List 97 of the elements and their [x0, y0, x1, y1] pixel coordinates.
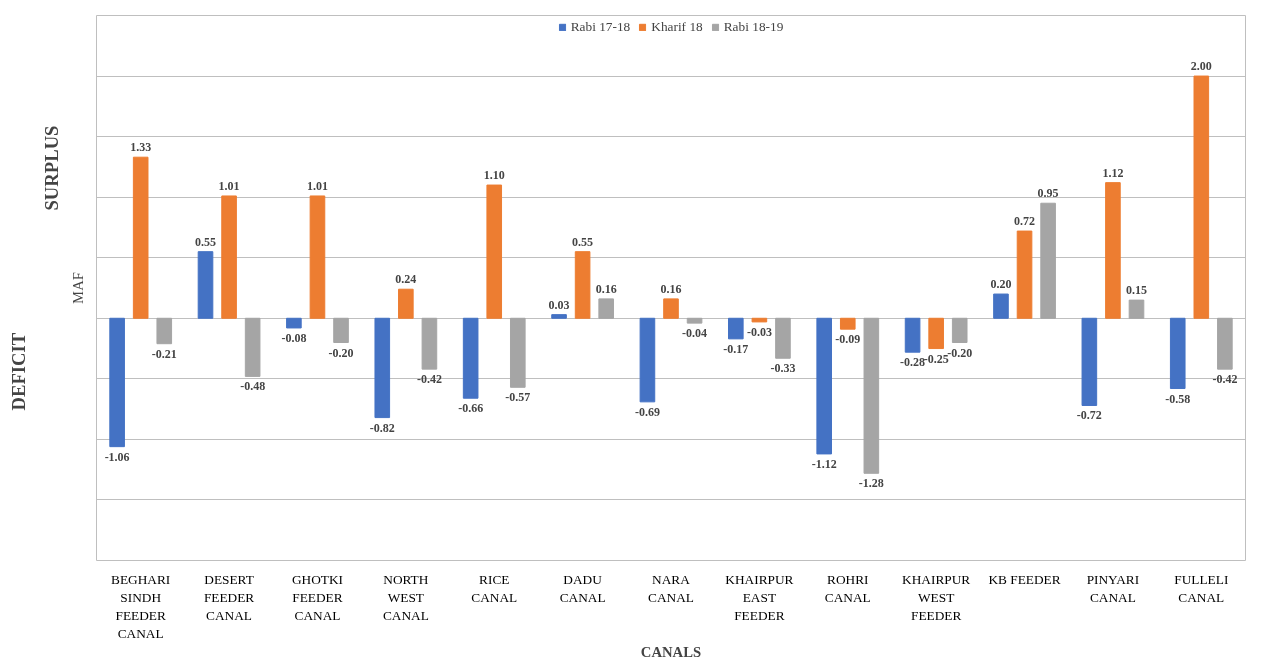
data-label: -0.82 [369, 420, 395, 435]
x-tick-label: NORTH WEST CANAL [382, 571, 429, 623]
data-label: 0.24 [395, 272, 417, 287]
data-label: -0.57 [505, 390, 531, 405]
data-label: 0.95 [1037, 186, 1059, 201]
data-label: -0.09 [835, 332, 861, 347]
bar [904, 317, 921, 353]
data-label: -0.72 [1076, 408, 1102, 423]
x-tick-label: PINYARI CANAL [1086, 571, 1140, 605]
x-tick-label: ROHRI CANAL [824, 571, 871, 605]
bar [286, 317, 302, 329]
bar [374, 317, 391, 419]
bar [951, 317, 968, 343]
bar [509, 317, 526, 388]
x-axis-title: CANALS [640, 643, 702, 660]
data-label: -0.58 [1165, 391, 1191, 406]
data-label: 1.33 [130, 140, 152, 155]
bar [221, 195, 237, 319]
x-tick-label: KB FEEDER [988, 571, 1061, 587]
data-label: 1.12 [1102, 165, 1124, 180]
bar [486, 184, 503, 319]
data-label: 0.16 [660, 281, 682, 296]
data-label: 0.72 [1014, 214, 1036, 229]
data-label: 1.01 [218, 178, 240, 193]
legend-label: Kharif 18 [651, 19, 703, 35]
bar [156, 317, 173, 345]
bar [686, 317, 703, 324]
bar [109, 317, 125, 448]
data-label: 0.55 [572, 234, 594, 249]
x-tick-label: DESERT FEEDER CANAL [203, 571, 255, 623]
bar [309, 195, 326, 319]
data-label: -0.20 [328, 345, 354, 360]
bar [639, 317, 656, 403]
bar [928, 317, 944, 350]
bar [398, 288, 414, 319]
data-label: 1.10 [483, 168, 505, 183]
data-label: -0.28 [900, 355, 926, 370]
bar [421, 317, 438, 370]
bar [132, 156, 149, 319]
legend-label: Rabi 18-19 [723, 19, 784, 35]
bar [1081, 317, 1098, 406]
legend-label: Rabi 17-18 [570, 19, 631, 35]
bar [839, 317, 856, 330]
bar [333, 317, 349, 343]
bar [462, 317, 479, 399]
bar [244, 317, 261, 377]
x-tick-label: NARA CANAL [648, 571, 694, 605]
data-label: -0.20 [947, 345, 973, 360]
bar [1169, 317, 1186, 390]
bar [1217, 317, 1233, 370]
data-label: -0.04 [682, 326, 708, 341]
bar [574, 251, 591, 319]
bar [816, 317, 833, 455]
text: SURPLUS [40, 125, 62, 211]
x-tick-label: DADU CANAL [559, 571, 606, 605]
y-axis-title: MAF [69, 272, 86, 304]
data-label: 0.15 [1125, 283, 1147, 298]
bar [1193, 75, 1210, 319]
data-label: 2.00 [1190, 59, 1212, 74]
bar [1105, 182, 1121, 319]
data-label: -0.66 [458, 401, 484, 416]
bar [775, 317, 791, 359]
data-label: -0.48 [240, 379, 266, 394]
bar [551, 314, 567, 319]
data-label: -0.08 [281, 330, 307, 345]
bar [1128, 299, 1145, 319]
bar [1040, 202, 1056, 319]
bar [663, 298, 679, 319]
data-label: -0.69 [634, 404, 660, 419]
bar [993, 293, 1009, 319]
data-label: -1.06 [104, 449, 130, 464]
x-tick-label: KHAIRPUR EAST FEEDER [725, 571, 794, 623]
x-tick-label: KHAIRPUR WEST FEEDER [902, 571, 971, 623]
x-tick-label: BEGHARI SINDH FEEDER CANAL [111, 571, 171, 641]
bar [1016, 230, 1033, 319]
data-label: -1.12 [811, 456, 837, 471]
bar [598, 298, 614, 319]
data-label: -0.42 [1212, 372, 1238, 387]
data-label: -0.17 [723, 341, 749, 356]
data-label: 0.03 [548, 297, 570, 312]
data-label: -1.28 [858, 476, 884, 491]
x-tick-label: FULLELI CANAL [1174, 571, 1229, 605]
bar [728, 317, 744, 340]
data-label: -0.21 [151, 346, 177, 361]
bar [751, 317, 768, 323]
data-label: 1.01 [306, 178, 328, 193]
text: DEFICIT [7, 332, 29, 411]
data-label: -0.03 [746, 324, 772, 339]
x-tick-label: GHOTKI FEEDER CANAL [291, 571, 344, 623]
data-label: -0.33 [770, 361, 796, 376]
data-label: -0.42 [416, 372, 442, 387]
data-label: 0.55 [195, 234, 217, 249]
bar [197, 251, 214, 319]
x-tick-label: RICE CANAL [471, 571, 518, 605]
data-label: 0.20 [990, 277, 1012, 292]
data-label: 0.16 [595, 281, 617, 296]
bar [863, 317, 880, 474]
